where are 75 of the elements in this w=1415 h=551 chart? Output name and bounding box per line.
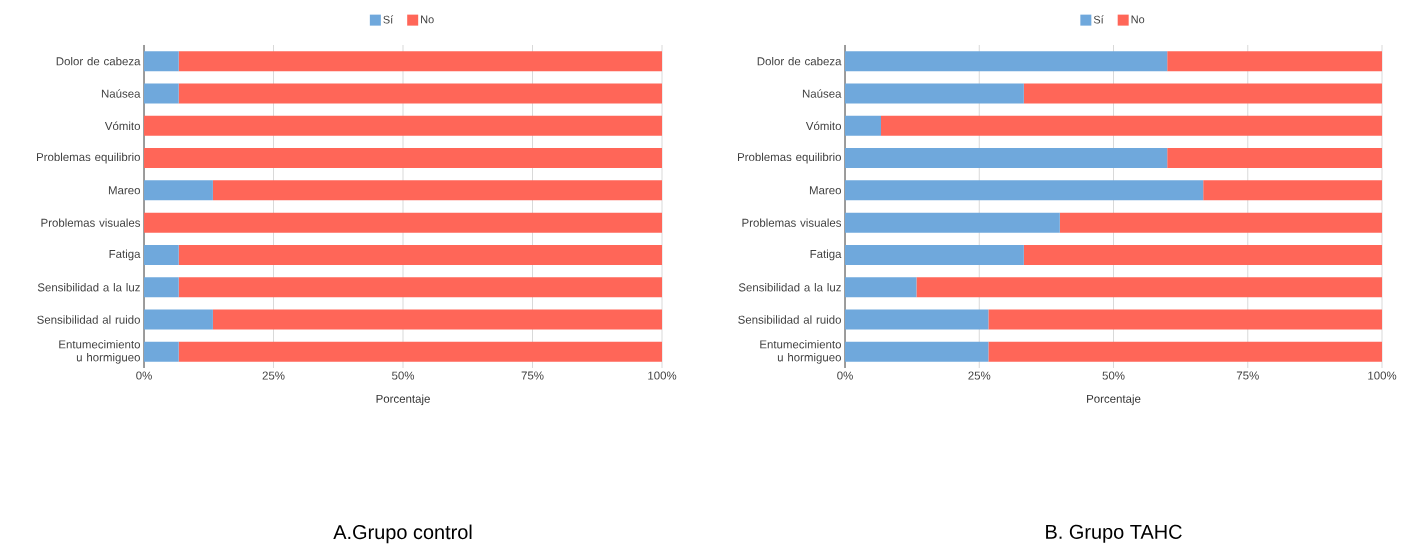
x-tick-label: 50% (1102, 371, 1125, 380)
x-tick-label: 50% (392, 371, 415, 380)
bar (1023, 244, 1383, 265)
y-tick-label: Vómito (805, 121, 842, 131)
x-tick-label: 0% (136, 371, 152, 380)
bar (1059, 212, 1383, 233)
bar (144, 83, 179, 104)
bar (144, 148, 663, 169)
y-tick-label: Fatiga (109, 249, 141, 261)
bar (144, 115, 663, 136)
bar (916, 277, 1383, 298)
bar (212, 180, 663, 201)
legend-label: No (421, 15, 434, 24)
y-tick-label: Mareo (108, 186, 141, 195)
x-tick-label: 25% (262, 371, 285, 380)
bar (1203, 180, 1383, 201)
bar (845, 148, 1168, 169)
legend-label: No (1131, 15, 1145, 24)
y-tick-label: Dolor de cabeza (56, 56, 141, 66)
bar (845, 51, 1168, 72)
bar (988, 341, 1383, 362)
y-tick-label: Problemas equilibrio (37, 152, 140, 164)
y-tick-label: Entumecimiento u hormigueo (59, 340, 140, 364)
bar (144, 277, 179, 298)
y-tick-label: Naúsea (802, 89, 842, 98)
y-tick-label: Sensibilidad al ruido (738, 315, 841, 324)
bar (845, 115, 881, 136)
bar (988, 309, 1383, 330)
x-axis-title: Porcentaje (1087, 394, 1141, 406)
y-tick-label: Problemas visuales (742, 218, 842, 227)
bar (144, 341, 179, 362)
bar (845, 83, 1024, 104)
x-axis-title: Porcentaje (376, 394, 430, 406)
bar (144, 180, 213, 201)
y-tick-label: Dolor de cabeza (757, 56, 842, 66)
bar (178, 83, 663, 104)
bar (845, 277, 917, 298)
x-tick-label: 25% (968, 371, 991, 380)
y-tick-label: Mareo (809, 186, 842, 195)
x-tick-label: 100% (1368, 371, 1397, 380)
bar (144, 51, 179, 72)
bar (845, 180, 1204, 201)
bar (144, 212, 663, 233)
bar (845, 309, 989, 330)
bar (845, 244, 1024, 265)
y-tick-label: Naúsea (101, 89, 141, 98)
x-tick-label: 100% (648, 371, 677, 380)
bar (212, 309, 663, 330)
y-tick-label: Problemas equilibrio (738, 152, 841, 164)
bar (1023, 83, 1383, 104)
x-tick-label: 75% (1236, 371, 1259, 380)
y-tick-label: Sensibilidad a la luz (738, 283, 841, 292)
x-tick-label: 75% (521, 371, 544, 380)
bar (144, 309, 213, 330)
bar (178, 244, 663, 265)
text: B. Grupo TAHC (1046, 524, 1182, 543)
bar (144, 244, 179, 265)
bar (1167, 51, 1383, 72)
bar (178, 277, 663, 298)
bar (845, 341, 989, 362)
y-tick-label: Fatiga (810, 249, 842, 261)
bar (1167, 148, 1383, 169)
legend-label: Sí (1093, 15, 1104, 24)
bar (178, 341, 663, 362)
legend-label: Sí (383, 15, 394, 24)
text: A.Grupo control (333, 524, 472, 544)
bar (845, 212, 1060, 233)
y-tick-label: Entumecimiento u hormigueo (760, 340, 842, 364)
bar (178, 51, 663, 72)
y-tick-label: Problemas visuales (41, 218, 141, 227)
y-tick-label: Sensibilidad al ruido (37, 315, 140, 324)
bar (881, 115, 1383, 136)
y-tick-label: Sensibilidad a la luz (37, 283, 140, 292)
y-tick-label: Vómito (104, 121, 141, 131)
x-tick-label: 0% (837, 371, 853, 380)
